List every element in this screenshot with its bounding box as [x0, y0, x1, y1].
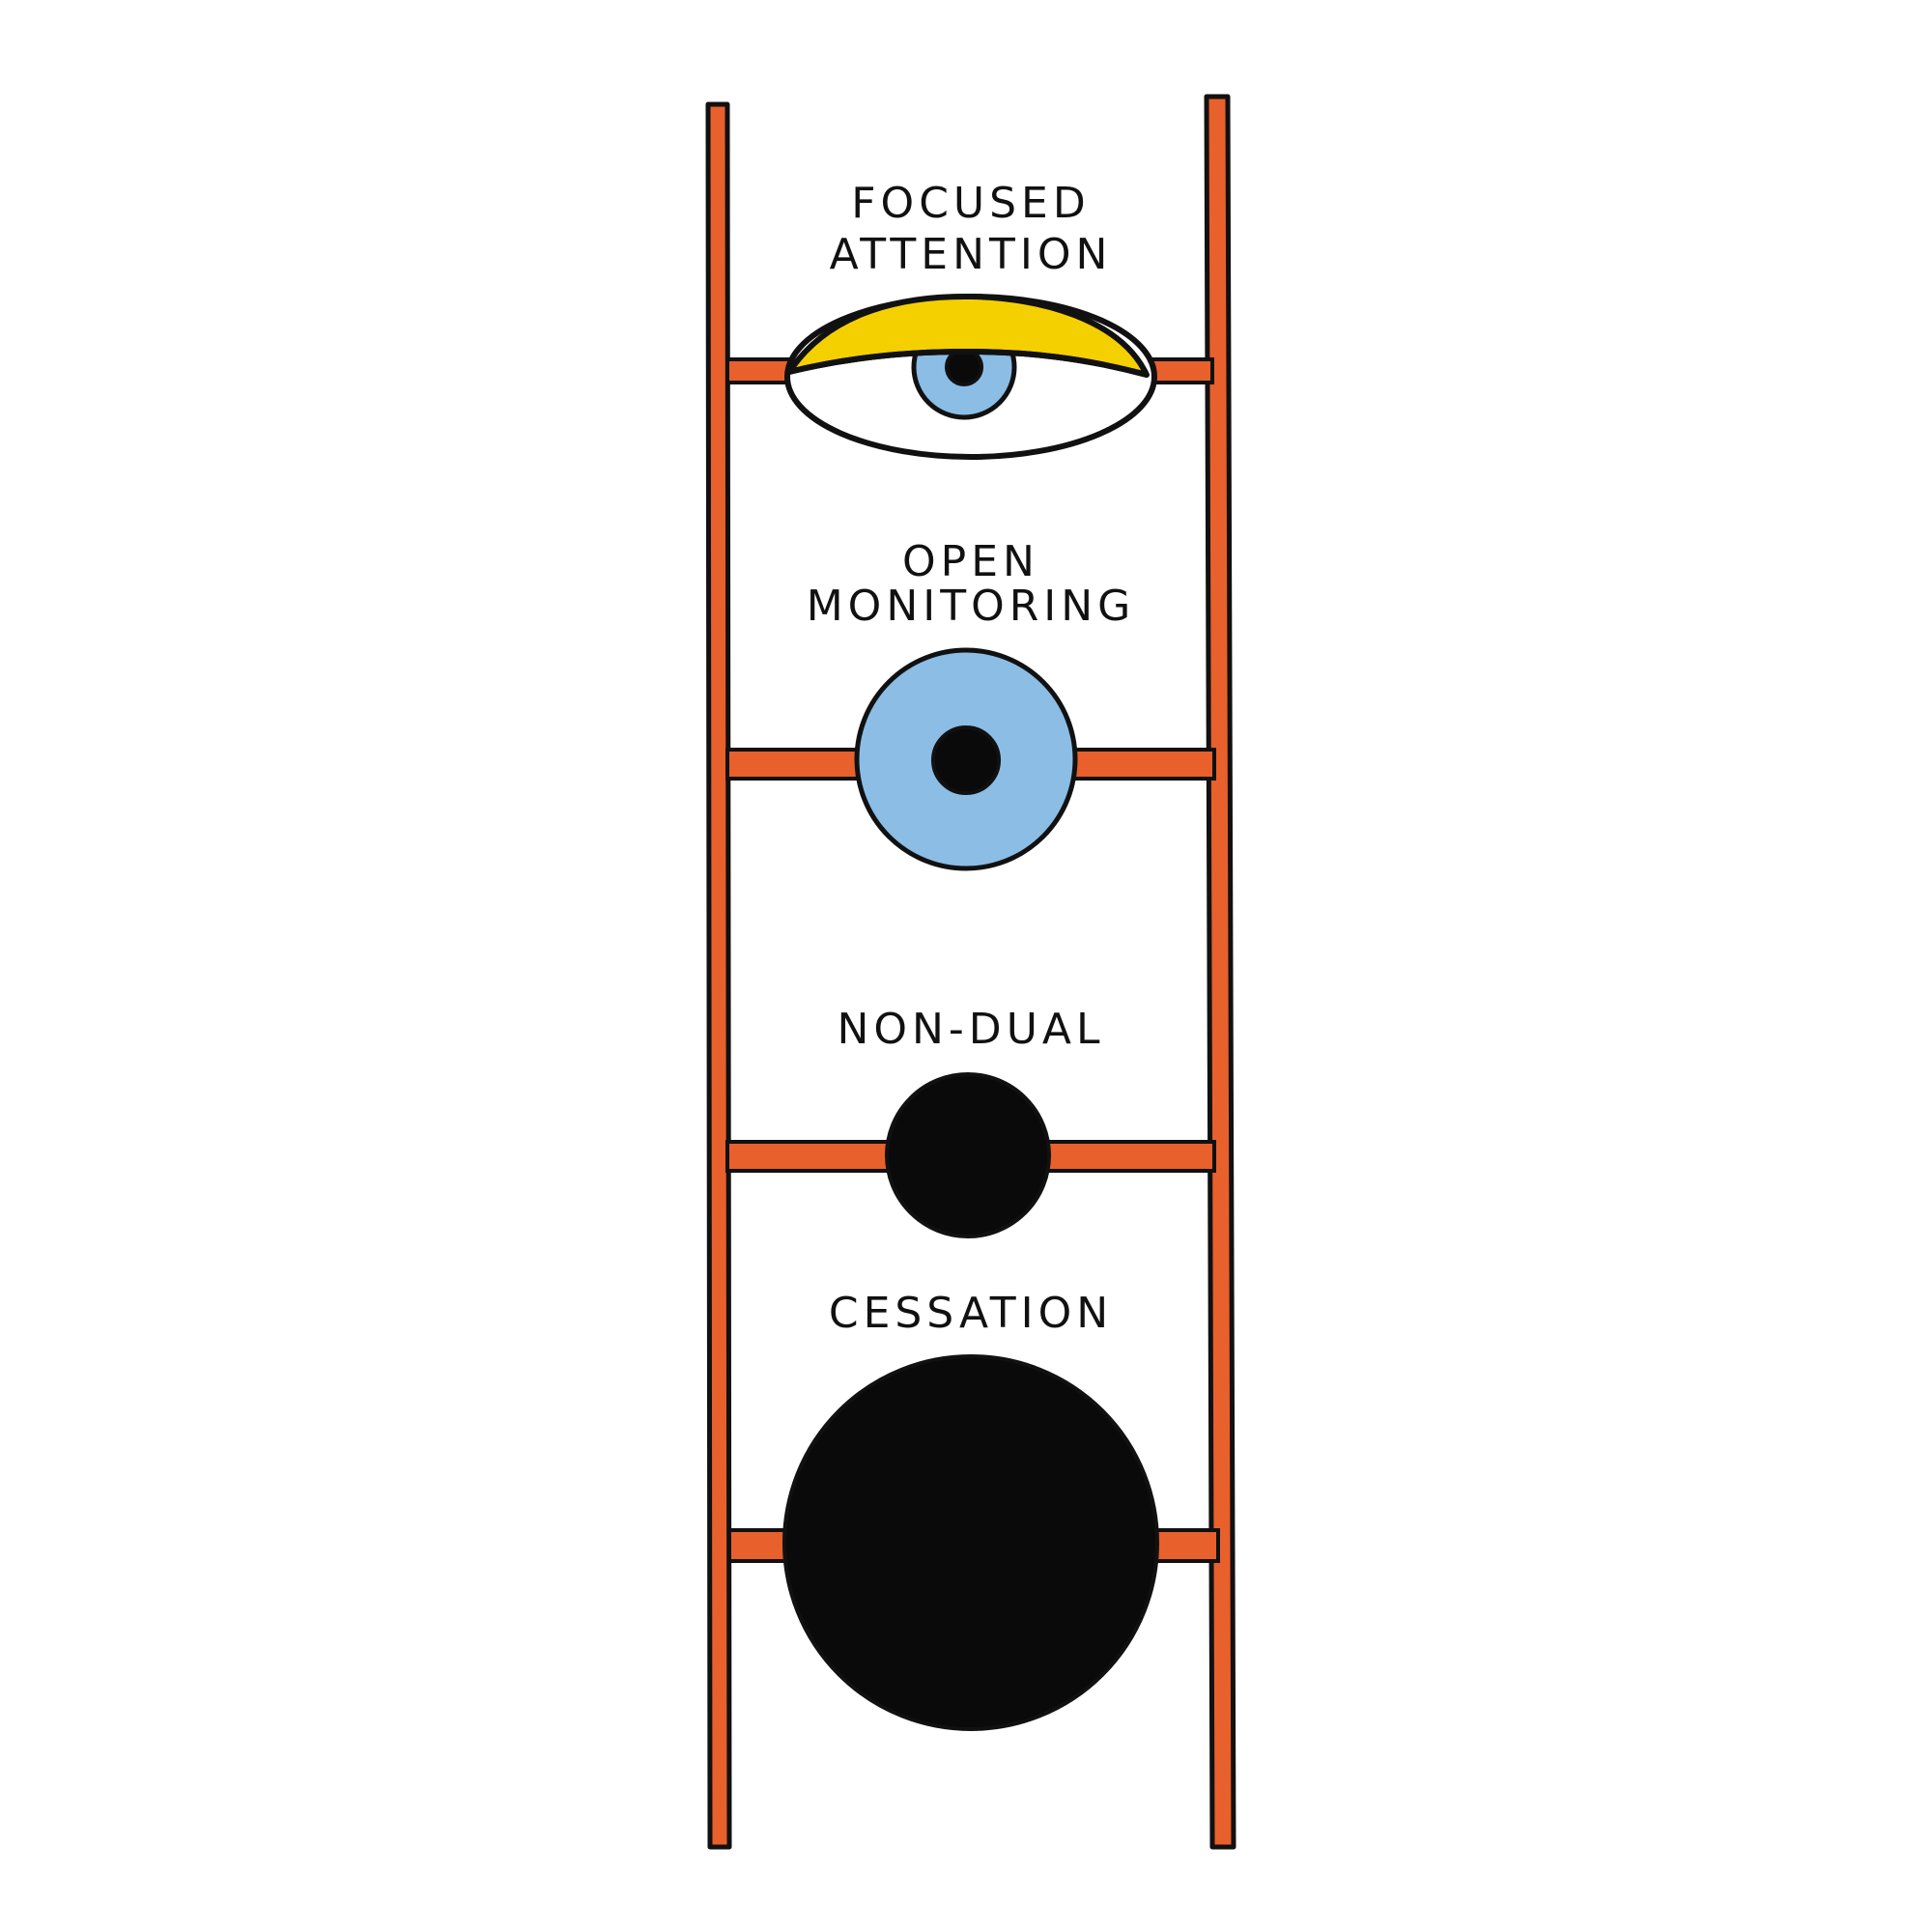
stage-label-line2: ATTENTION — [830, 230, 1113, 279]
right-rail — [1204, 94, 1236, 1850]
stage-non-dual: NON-DUAL — [837, 1005, 1104, 1238]
stage-label-line1: FOCUSED — [851, 179, 1090, 228]
stage-label-line1: CESSATION — [829, 1289, 1113, 1338]
cessation-circle — [782, 1354, 1159, 1731]
half-closed-eye-icon — [784, 293, 1157, 460]
small-black-dot-icon — [885, 1072, 1051, 1238]
stage-label-line1: OPEN — [902, 537, 1039, 586]
stage-label-line2: MONITORING — [807, 582, 1136, 631]
eye-lid-line — [788, 348, 1148, 378]
eye-pupil — [945, 348, 983, 386]
ladder-rails — [705, 94, 1236, 1850]
open-iris-icon — [854, 647, 1078, 871]
non-dual-dot — [885, 1072, 1051, 1238]
stage-open-monitoring: OPEN MONITORING — [807, 537, 1136, 871]
stage-focused-attention: FOCUSED ATTENTION — [784, 179, 1157, 460]
large-black-circle-icon — [782, 1354, 1159, 1731]
large-pupil — [931, 725, 1001, 795]
left-rail — [705, 101, 732, 1850]
stage-label-line1: NON-DUAL — [837, 1005, 1104, 1054]
stage-cessation: CESSATION — [782, 1289, 1159, 1731]
